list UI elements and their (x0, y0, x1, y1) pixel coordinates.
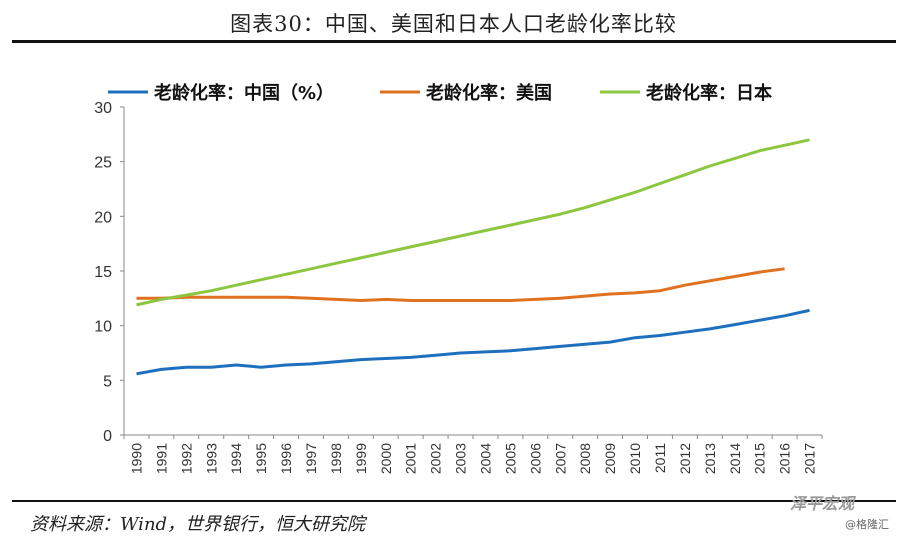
x-tick-label: 2003 (453, 443, 469, 474)
x-tick-label: 1995 (253, 443, 269, 474)
x-tick-label: 2008 (577, 443, 593, 474)
source-note: 资料来源：Wind，世界银行，恒大研究院 (30, 514, 366, 535)
x-tick-label: 1991 (153, 443, 169, 474)
x-tick-label: 2002 (428, 443, 444, 474)
series-line-0 (136, 308, 810, 376)
x-tick-label: 2014 (727, 443, 743, 474)
x-tick-label: 2009 (602, 443, 618, 474)
x-tick-label: 2017 (802, 443, 818, 474)
y-tick-label: 30 (94, 100, 112, 117)
legend-label-2: 老龄化率：日本 (646, 82, 772, 104)
watermark-sub: @格隆汇 (845, 518, 889, 531)
x-tick-label: 1997 (303, 443, 319, 474)
x-tick-label: 1996 (278, 443, 294, 474)
x-tick-label: 2001 (403, 443, 419, 474)
x-tick-label: 1990 (128, 443, 144, 474)
legend-label-1: 老龄化率：美国 (426, 82, 552, 104)
x-tick-label: 1993 (203, 443, 219, 474)
x-tick-label: 1992 (178, 443, 194, 474)
x-tick-label: 2005 (502, 443, 518, 474)
x-tick-label: 1994 (228, 443, 244, 474)
footer-rule (12, 500, 896, 502)
x-tick-label: 2013 (702, 443, 718, 474)
y-tick-label: 25 (94, 155, 112, 172)
x-tick-label: 2000 (378, 443, 394, 474)
legend-label-0: 老龄化率：中国（%） (154, 82, 334, 104)
watermark: 泽平宏观 (790, 494, 855, 513)
x-tick-label: 2010 (627, 443, 643, 474)
x-tick-label: 1999 (353, 443, 369, 474)
chart-title: 图表30：中国、美国和日本人口老龄化率比较 (230, 12, 677, 36)
y-tick-label: 20 (94, 209, 112, 226)
y-tick-label: 15 (94, 264, 112, 281)
y-tick-label: 10 (94, 319, 112, 336)
series-line-2 (136, 138, 810, 307)
title-rule (12, 40, 896, 43)
series-line-1 (136, 267, 785, 302)
x-tick-label: 2015 (752, 443, 768, 474)
x-tick-label: 2011 (652, 443, 668, 473)
x-tick-label: 1998 (328, 443, 344, 474)
x-tick-label: 2012 (677, 443, 693, 474)
x-tick-label: 2006 (527, 443, 543, 474)
x-tick-label: 2007 (552, 443, 568, 474)
x-tick-label: 2016 (777, 443, 793, 474)
y-tick-label: 0 (103, 428, 112, 445)
y-tick-label: 5 (103, 373, 112, 390)
x-tick-label: 2004 (477, 443, 493, 474)
